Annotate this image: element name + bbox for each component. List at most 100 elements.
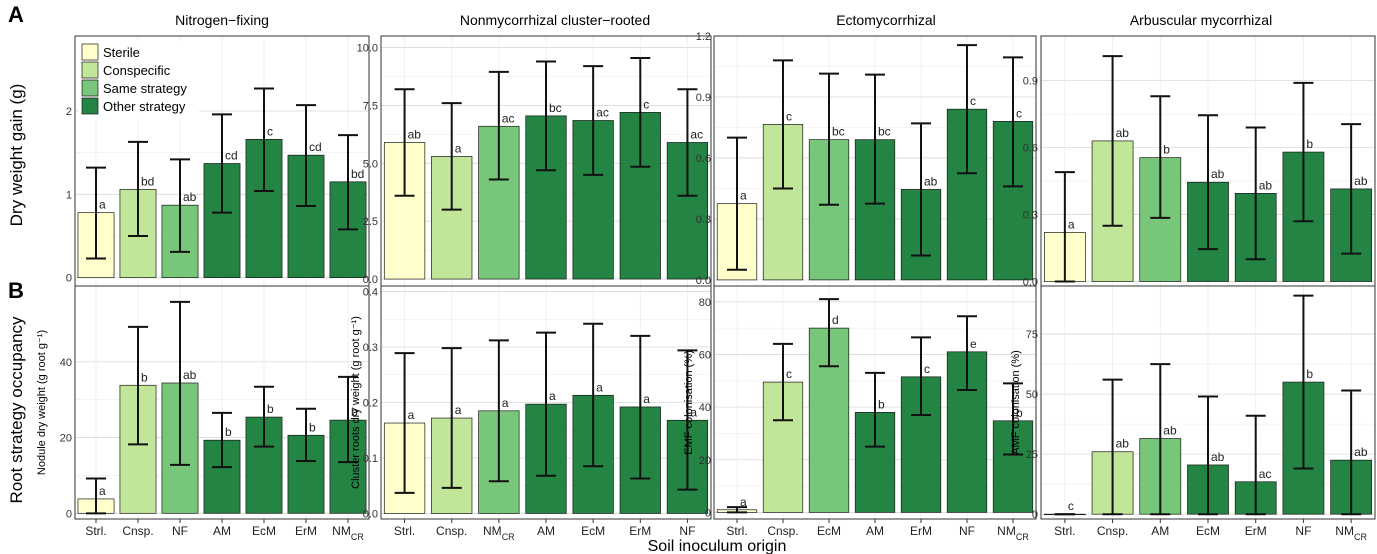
significance-letter: cd — [309, 140, 322, 154]
column-title-ectomycorrhizal: Ectomycorrhizal — [836, 12, 936, 28]
panel-label-a: A — [8, 2, 24, 27]
x-tick-label: EcM — [817, 524, 841, 538]
significance-letter: b — [141, 370, 148, 384]
y-axis-label: AMF colonisation (%) — [1010, 350, 1022, 455]
significance-letter: a — [99, 198, 106, 212]
x-tick-label: NMCR — [332, 524, 364, 542]
significance-letter: ab — [408, 127, 422, 141]
significance-letter: c — [970, 94, 976, 108]
y-axis-label: EMF colonisation (%) — [683, 350, 695, 455]
x-tick-label: Cnsp. — [1097, 524, 1128, 538]
significance-letter: ab — [1354, 174, 1368, 188]
y-tick-label: 0.9 — [696, 92, 711, 104]
x-tick-label: EcM — [581, 524, 605, 538]
y-tick-label: 0.1 — [363, 453, 378, 465]
y-tick-label: 0.0 — [363, 274, 378, 286]
significance-letter: b — [878, 397, 885, 411]
panel-b-col-4: c ab ab ab ac b ab 0 25 50 75 Strl. Cnsp. AM EcM ErM NF N… — [1010, 285, 1376, 542]
significance-letter: ab — [183, 190, 197, 204]
significance-letter: d — [832, 313, 839, 327]
significance-letter: b — [267, 402, 274, 416]
y-axis-label: Cluster roots dry weight (g root g⁻¹) — [350, 316, 362, 489]
significance-letter: c — [924, 362, 930, 376]
significance-letter: b — [309, 420, 316, 434]
x-axis-title: Soil inoculum origin — [648, 538, 787, 554]
significance-letter: ab — [1116, 437, 1130, 451]
significance-letter: ac — [1259, 467, 1272, 481]
y-tick-label: 5.0 — [363, 158, 378, 170]
significance-letter: c — [643, 97, 649, 111]
significance-letter: bd — [351, 167, 364, 181]
significance-letter: c — [786, 109, 792, 123]
significance-letter: bc — [878, 125, 891, 139]
x-tick-label: NMCR — [483, 524, 515, 542]
significance-letter: a — [740, 495, 747, 509]
significance-letter: c — [267, 124, 273, 138]
significance-letter: bd — [141, 174, 154, 188]
legend-swatch — [81, 43, 99, 61]
y-tick-label: 50 — [1026, 389, 1038, 401]
significance-letter: b — [1016, 406, 1023, 420]
x-tick-label: ErM — [910, 524, 932, 538]
significance-letter: a — [549, 389, 556, 403]
legend-label: Other strategy — [103, 99, 186, 114]
y-tick-label: 0.3 — [363, 342, 378, 354]
significance-letter: ac — [690, 127, 703, 141]
y-tick-label: 75 — [1026, 329, 1038, 341]
x-tick-label: AM — [213, 524, 231, 538]
legend: Sterile Conspecific Same strategy Other str… — [79, 41, 199, 119]
significance-letter: c — [1016, 106, 1022, 120]
significance-letter: a — [502, 396, 509, 410]
significance-letter: ab — [183, 368, 197, 382]
y-tick-label: 0.4 — [363, 287, 378, 299]
y-tick-label: 2 — [66, 106, 72, 118]
y-tick-label: 0.0 — [696, 275, 711, 287]
x-tick-label: Cnsp. — [767, 524, 798, 538]
significance-letter: a — [455, 403, 462, 417]
x-tick-label: NF — [679, 524, 695, 538]
y-tick-label: 0 — [66, 273, 72, 285]
significance-letter: c — [1068, 499, 1074, 513]
x-tick-label: AM — [1151, 524, 1169, 538]
column-title-arbuscular: Arbuscular mycorrhizal — [1130, 12, 1272, 28]
legend-background — [79, 41, 199, 119]
legend-label: Sterile — [103, 45, 140, 60]
x-tick-label: Strl. — [1054, 524, 1075, 538]
y-tick-label: 0.3 — [1023, 210, 1038, 222]
significance-letter: b — [351, 405, 358, 419]
x-tick-label: EcM — [1196, 524, 1220, 538]
significance-letter: ab — [1211, 450, 1225, 464]
y-tick-label: 0.2 — [363, 398, 378, 410]
x-tick-label: Strl. — [85, 524, 106, 538]
y-tick-label: 20 — [699, 455, 711, 467]
panel-a-col-2: ab a ac bc ac c ac 0.0 2.5 5.0 7.5 10.0 — [357, 35, 712, 287]
significance-letter: a — [643, 392, 650, 406]
significance-letter: ab — [1211, 167, 1225, 181]
x-tick-label: EcM — [252, 524, 276, 538]
x-tick-label: ErM — [1245, 524, 1267, 538]
y-tick-label: 0.6 — [696, 153, 711, 165]
x-tick-label: NF — [172, 524, 188, 538]
column-title-cluster-rooted: Nonmycorrhizal cluster−rooted — [460, 12, 650, 28]
significance-letter: b — [225, 425, 232, 439]
panel-b-col-3: a c d b c e b 0 20 40 60 80 Strl. Cnsp. EcM AM ErM NF NMCR… — [683, 285, 1037, 542]
panel-border — [713, 285, 1037, 520]
significance-letter: a — [1068, 217, 1075, 231]
significance-letter: b — [1163, 143, 1170, 157]
x-tick-label: Cnsp. — [122, 524, 153, 538]
y-tick-label: 0.9 — [1023, 76, 1038, 88]
significance-letter: c — [786, 367, 792, 381]
x-tick-label: AM — [537, 524, 555, 538]
significance-letter: ac — [502, 111, 515, 125]
x-tick-label: NF — [959, 524, 975, 538]
legend-label: Same strategy — [103, 81, 187, 96]
significance-letter: a — [99, 484, 106, 498]
y-tick-label: 1 — [66, 189, 72, 201]
significance-letter: b — [1306, 367, 1313, 381]
y-tick-label: 2.5 — [363, 216, 378, 228]
significance-letter: bc — [549, 101, 562, 115]
y-tick-label: 0.3 — [696, 214, 711, 226]
panel-a-col-1: a bd ab cd c cd bd 0 1 2 — [66, 35, 370, 287]
